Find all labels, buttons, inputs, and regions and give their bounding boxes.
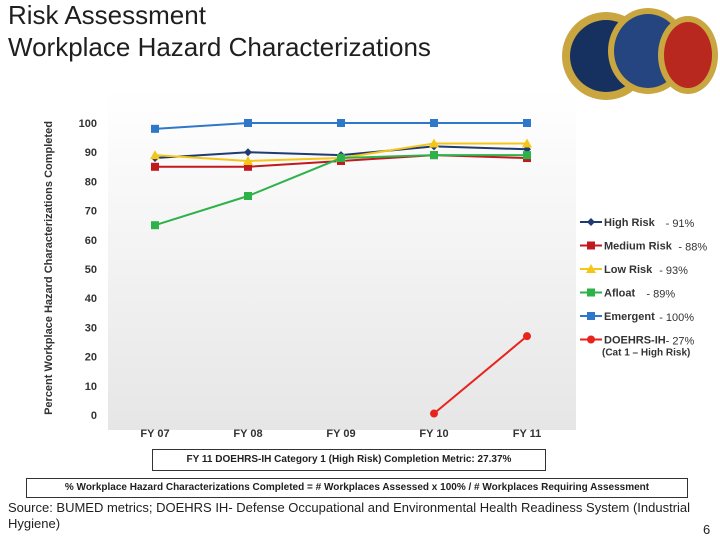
- y-tick-label: 70: [85, 206, 97, 218]
- series-line: [433, 335, 528, 415]
- data-point: [244, 119, 252, 127]
- data-point: [430, 151, 438, 160]
- formula-note: % Workplace Hazard Characterizations Com…: [26, 478, 688, 498]
- y-tick-label: 20: [85, 352, 97, 364]
- legend-label: Low Risk: [604, 264, 653, 276]
- page-number: 6: [703, 522, 711, 537]
- legend-value: - 89%: [646, 289, 675, 301]
- data-point: [337, 154, 345, 163]
- data-point: [523, 119, 531, 127]
- legend-label: Medium Risk: [604, 241, 673, 253]
- x-tick-label: FY 07: [140, 428, 169, 440]
- completion-metric-note: FY 11 DOEHRS-IH Category 1 (High Risk) C…: [152, 449, 546, 471]
- legend-value: - 100%: [659, 312, 694, 324]
- marine-corps-seal-icon: [658, 16, 718, 94]
- data-point: [523, 151, 531, 160]
- y-tick-label: 0: [91, 410, 97, 422]
- data-point: [430, 409, 438, 418]
- data-point: [523, 332, 531, 341]
- slide-title-line1: Risk Assessment: [8, 0, 206, 30]
- data-point: [587, 288, 595, 297]
- y-tick-label: 60: [85, 235, 97, 247]
- legend-label: DOEHRS-IH: [604, 335, 666, 347]
- legend-value: - 88%: [678, 242, 707, 254]
- data-point: [244, 148, 252, 157]
- legend-value: - 27%: [666, 336, 695, 348]
- legend-label: Emergent: [604, 311, 655, 323]
- y-tick-label: 50: [85, 264, 97, 276]
- data-point: [243, 155, 253, 165]
- data-point: [430, 119, 438, 127]
- data-point: [244, 162, 252, 171]
- plot-area: [108, 90, 576, 430]
- data-point: [337, 119, 345, 127]
- legend-value: - 93%: [659, 265, 688, 277]
- data-point: [150, 150, 160, 160]
- data-point: [151, 162, 159, 171]
- data-point: [151, 124, 159, 133]
- x-tick-label: FY 10: [419, 428, 448, 440]
- data-point: [587, 241, 595, 250]
- y-tick-label: 10: [85, 381, 97, 393]
- data-point: [244, 192, 252, 200]
- y-tick-label: 80: [85, 176, 97, 188]
- slide-title-line2: Workplace Hazard Characterizations: [8, 32, 431, 62]
- data-point: [587, 312, 595, 320]
- legend-sub-label: (Cat 1 – High Risk): [602, 348, 690, 359]
- data-point: [151, 221, 159, 230]
- y-tick-label: 100: [79, 118, 97, 130]
- x-tick-label: FY 11: [513, 428, 542, 440]
- data-point: [522, 138, 532, 148]
- data-point: [586, 264, 596, 273]
- legend-label: Afloat: [604, 288, 636, 300]
- data-point: [587, 335, 595, 344]
- legend-label: High Risk: [604, 217, 656, 229]
- data-point: [429, 138, 439, 148]
- source-citation: Source: BUMED metrics; DOEHRS IH- Defens…: [8, 500, 691, 531]
- y-tick-label: 90: [85, 147, 97, 159]
- x-tick-label: FY 08: [233, 428, 262, 440]
- data-point: [587, 218, 595, 226]
- y-tick-label: 30: [85, 322, 97, 334]
- x-tick-label: FY 09: [326, 428, 355, 440]
- y-axis-label: Percent Workplace Hazard Characterizatio…: [43, 121, 55, 415]
- legend-value: - 91%: [666, 218, 695, 230]
- y-tick-label: 40: [85, 293, 97, 305]
